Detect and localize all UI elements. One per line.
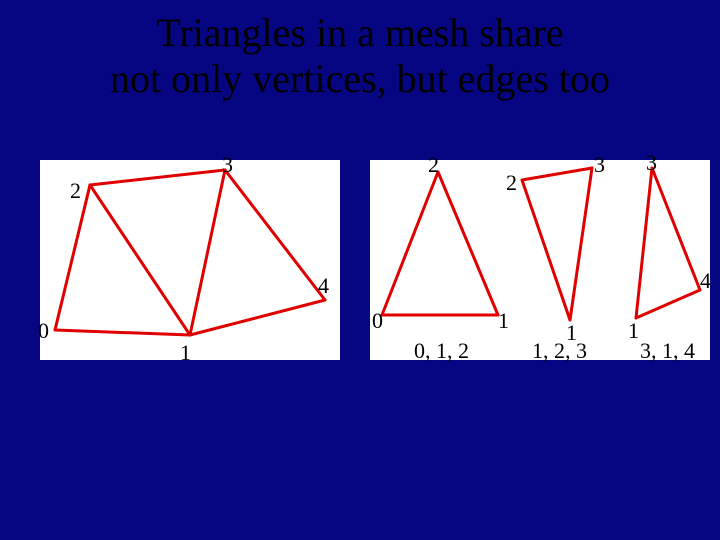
mesh-diagram-panel: 01234 [40, 160, 340, 360]
vertex-label: 4 [700, 268, 711, 294]
vertex-label: 4 [318, 273, 329, 299]
vertex-label: 0 [372, 308, 383, 334]
vertex-label: 1 [180, 340, 191, 366]
vertex-label: 2 [70, 178, 81, 204]
vertex-label: 3 [594, 152, 605, 178]
title-line-2: not only vertices, but edges too [110, 56, 610, 101]
title-line-1: Triangles in a mesh share [156, 10, 563, 55]
triangle-caption: 0, 1, 2 [414, 338, 469, 364]
vertex-label: 3 [646, 150, 657, 176]
triangle-caption: 1, 2, 3 [532, 338, 587, 364]
vertex-label: 1 [498, 308, 509, 334]
vertex-label: 2 [506, 170, 517, 196]
vertex-label: 3 [222, 152, 233, 178]
triangle-caption: 3, 1, 4 [640, 338, 695, 364]
slide-title: Triangles in a mesh share not only verti… [0, 0, 720, 102]
vertex-label: 1 [628, 318, 639, 344]
triangle-decomposition-panel: 0210, 1, 22311, 2, 33413, 1, 4 [370, 160, 710, 360]
vertex-label: 0 [38, 318, 49, 344]
vertex-label: 2 [428, 152, 439, 178]
